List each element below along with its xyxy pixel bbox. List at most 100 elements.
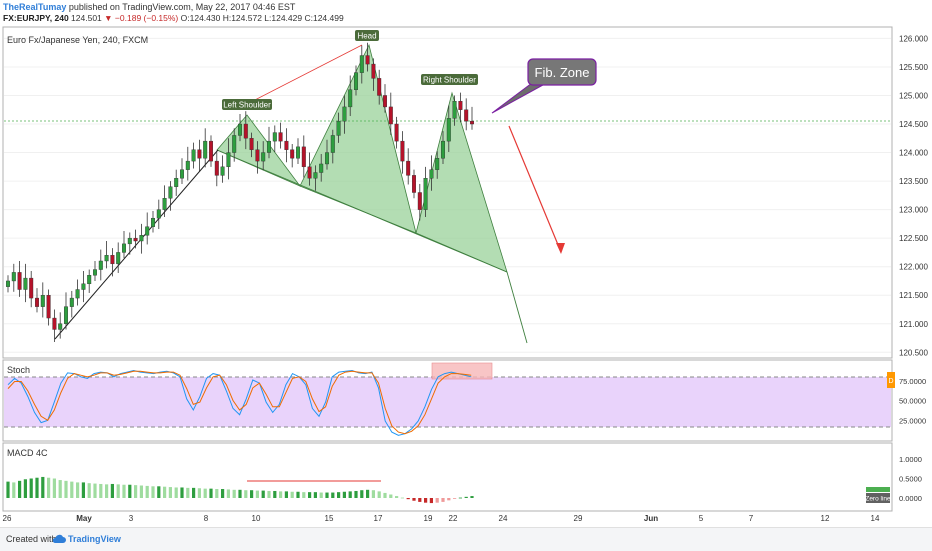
candle-body: [220, 166, 225, 176]
macd-bar: [244, 490, 248, 498]
candle-body: [354, 72, 359, 90]
macd-bar: [93, 483, 97, 498]
author-link[interactable]: TheRealTumay: [3, 2, 67, 12]
candle-body: [441, 140, 446, 159]
candle-body: [452, 100, 457, 119]
macd-bar: [232, 489, 236, 498]
candle-body: [388, 106, 393, 125]
candle-body: [11, 272, 16, 282]
candle-body: [191, 149, 196, 162]
candle-body: [406, 160, 411, 176]
macd-tick-label: 0.0000: [899, 494, 922, 503]
macd-bar: [331, 492, 335, 498]
stoch-series-line: [7, 370, 472, 435]
head-text: Head: [357, 32, 376, 41]
shoulder-head-connector: [246, 44, 363, 105]
macd-bar: [215, 489, 219, 498]
time-tick-label: 26: [3, 514, 12, 523]
tradingview-cloud-icon: [52, 534, 66, 543]
price-chart[interactable]: Euro Fx/Japanese Yen, 240, FXCM Stoch MA…: [0, 0, 932, 527]
macd-bar: [168, 487, 172, 498]
macd-bar: [163, 486, 167, 498]
candle-body: [127, 237, 132, 245]
candle-body: [133, 237, 138, 242]
candle-body: [336, 120, 341, 136]
fib-zone-text: Fib. Zone: [535, 65, 590, 80]
macd-bar: [337, 492, 341, 498]
candle-body: [464, 109, 469, 122]
candle-body: [446, 118, 451, 142]
candle-body: [267, 140, 272, 153]
macd-bar: [151, 486, 155, 498]
candle-body: [377, 78, 382, 96]
candle-body: [249, 138, 254, 150]
macd-bar: [203, 488, 207, 498]
macd-bar: [128, 484, 132, 498]
macd-bar: [383, 492, 387, 498]
time-axis[interactable]: 26 May 3 8 10 15 17 19 22 24 29 Jun 5 7 12 14: [3, 514, 880, 523]
candle-body: [208, 140, 213, 162]
macd-bar: [186, 487, 190, 498]
macd-bar: [284, 491, 288, 498]
tradingview-brand-link[interactable]: TradingView: [68, 534, 121, 544]
candle-body: [371, 63, 376, 79]
stoch-band: [4, 377, 891, 427]
stoch-tick-label: 50.0000: [899, 397, 926, 406]
right-shoulder-label: Right Shoulder: [421, 74, 478, 85]
macd-bar: [29, 478, 33, 498]
price-tick-label: 123.000: [899, 206, 928, 215]
macd-bar: [174, 487, 178, 498]
stoch-highlight-box: [431, 362, 493, 380]
macd-bar: [157, 486, 161, 498]
left-shoulder-text: Left Shoulder: [223, 101, 271, 110]
candle-body: [423, 178, 428, 210]
stoch-value-tag: D: [887, 372, 895, 388]
macd-bar: [221, 489, 225, 498]
macd-bar: [464, 496, 468, 498]
candle-body: [365, 55, 370, 65]
macd-bar: [435, 498, 439, 503]
time-tick-label: 14: [871, 514, 880, 523]
macd-bar: [366, 489, 370, 498]
macd-bar: [238, 489, 242, 498]
macd-bar: [453, 498, 457, 499]
zero-line-tag: Zero line: [865, 493, 891, 503]
time-tick-label: 19: [424, 514, 433, 523]
macd-bar: [325, 492, 329, 498]
macd-bar: [197, 488, 201, 498]
macd-bar: [424, 498, 428, 503]
candle-body: [63, 306, 68, 324]
candle-body: [330, 135, 335, 153]
time-tick-label: 15: [325, 514, 334, 523]
price-tick-label: 122.000: [899, 263, 928, 272]
macd-panel-frame: [2, 442, 893, 512]
price-axis[interactable]: 126.000 125.500 125.000 124.500 124.000 123.5…: [899, 34, 928, 357]
macd-bar: [87, 483, 91, 498]
macd-bar: [389, 494, 393, 498]
candle-body: [296, 146, 301, 159]
candle-body: [98, 260, 103, 270]
stoch-title: Stoch: [7, 365, 30, 375]
projection-arrow: [508, 125, 565, 254]
macd-bar: [319, 492, 323, 498]
candle-body: [58, 323, 63, 330]
macd-bar: [302, 492, 306, 498]
candle-body: [110, 255, 115, 265]
macd-axis[interactable]: 1.0000 0.5000 0.0000: [899, 455, 922, 503]
macd-bar: [395, 496, 399, 498]
candle-body: [179, 169, 184, 179]
candle-body: [46, 295, 51, 319]
price-tick-label: 120.500: [899, 348, 928, 357]
candles-layer: [5, 42, 475, 343]
macd-bar: [441, 498, 445, 502]
candle-body: [17, 272, 22, 290]
stoch-axis[interactable]: 75.0000 50.0000 25.0000: [899, 377, 926, 426]
neckline: [216, 149, 508, 273]
candle-body: [29, 277, 34, 299]
published-text: published on TradingView.com, May 22, 20…: [68, 2, 296, 12]
macd-bar: [99, 483, 103, 498]
macd-bar: [226, 489, 230, 498]
stoch-panel-frame: [2, 359, 893, 442]
candle-body: [412, 175, 417, 193]
fib-zone-callout: Fib. Zone: [491, 58, 597, 114]
